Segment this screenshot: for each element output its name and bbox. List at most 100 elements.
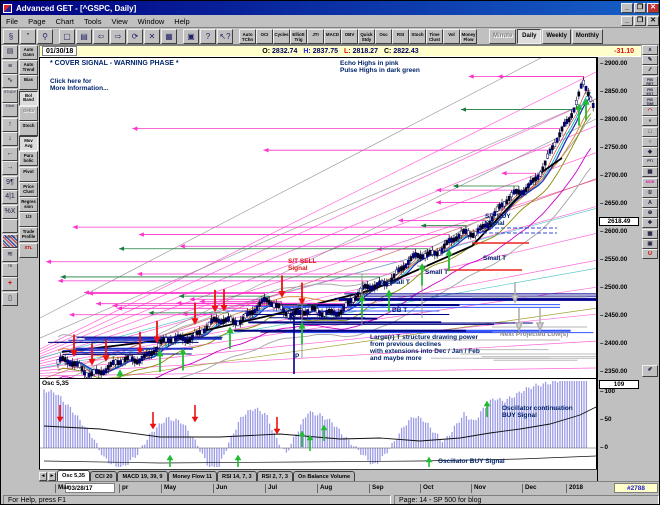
- axis-date-box[interactable]: 03/28/17: [65, 483, 115, 493]
- ellipse-tool[interactable]: ○: [642, 136, 658, 147]
- pencil-tool[interactable]: ✎: [642, 55, 658, 66]
- blank-tool[interactable]: [2, 219, 18, 233]
- sidebar-study-para-bolic[interactable]: Para bolic: [19, 151, 38, 167]
- period-button-minute[interactable]: Minute: [489, 28, 517, 44]
- period-button-weekly[interactable]: Weekly: [542, 28, 571, 44]
- text-tool[interactable]: A: [642, 198, 658, 208]
- sidebar-study-regres-sion[interactable]: Regres sion: [19, 197, 38, 212]
- brush-tool[interactable]: ✐: [642, 365, 658, 377]
- mdi-close-button[interactable]: ✕: [647, 16, 659, 26]
- sidebar-study-trade-profile[interactable]: Trade Profile: [19, 227, 38, 243]
- day-one-tool[interactable]: ①: [642, 187, 658, 198]
- study-button-elliott[interactable]: Elliott Trig: [290, 28, 307, 44]
- mob-tool[interactable]: MOB: [642, 177, 658, 188]
- arrow-down-tool[interactable]: ↓: [2, 132, 18, 146]
- zoom-tool[interactable]: ⚲: [37, 28, 53, 44]
- zoom-in-tool[interactable]: ⊕: [642, 208, 658, 219]
- oscillator-panel[interactable]: Osc 5,35 Oscillator continuation BUY Sign…: [39, 379, 597, 469]
- menu-view[interactable]: View: [111, 16, 128, 26]
- menu-help[interactable]: Help: [174, 16, 190, 26]
- cross-tool[interactable]: +: [2, 277, 18, 291]
- close-button[interactable]: ✕: [647, 3, 659, 13]
- sidebar-study-auto-gann[interactable]: Auto Gann: [19, 45, 38, 60]
- menu-page[interactable]: Page: [28, 16, 46, 26]
- ratio-tool[interactable]: 4|1: [2, 190, 18, 204]
- tab-osc-5-35[interactable]: Osc 5,35: [57, 470, 91, 481]
- sidebar-study-price-clust[interactable]: Price Clust: [19, 181, 38, 197]
- open-chart[interactable]: ▤: [76, 28, 92, 44]
- study-button-stoch[interactable]: Stoch: [409, 28, 426, 44]
- new-chart[interactable]: ▢: [59, 28, 75, 44]
- scroll-up[interactable]: ∧: [642, 45, 658, 55]
- menu-chart[interactable]: Chart: [55, 16, 74, 26]
- mdi-restore-button[interactable]: ❐: [634, 16, 646, 26]
- study-button-oci[interactable]: OCI: [256, 28, 273, 44]
- close-chart[interactable]: ✕: [144, 28, 160, 44]
- pitchfork-tool[interactable]: «: [642, 116, 658, 127]
- tile-windows[interactable]: ▦: [161, 28, 177, 44]
- tab-rsi-2-7-3[interactable]: RSI 2, 7, 3: [256, 471, 294, 481]
- snap-grid-tool[interactable]: ▩: [642, 228, 658, 239]
- prev-chart[interactable]: ⇦: [93, 28, 109, 44]
- lines-tool[interactable]: LINES: [2, 233, 18, 248]
- study-tool[interactable]: STUDY: [2, 88, 18, 103]
- study-button-cycles[interactable]: Cycles: [273, 28, 290, 44]
- fib-extension-tool[interactable]: FIB EXT: [642, 85, 658, 96]
- menu-window[interactable]: Window: [137, 16, 165, 26]
- open-folder[interactable]: ▤: [2, 45, 18, 59]
- sidebar-study-bol-band[interactable]: Bol Band: [19, 90, 38, 106]
- sidebar-study-pivot[interactable]: Pivot: [19, 166, 38, 182]
- arrow-right-tool[interactable]: →: [2, 161, 18, 175]
- study-button-macd[interactable]: MACD: [324, 28, 341, 44]
- study-button-obv[interactable]: OBV: [341, 28, 358, 44]
- gann-arc-tool[interactable]: ◠: [642, 106, 658, 117]
- next-chart[interactable]: ⇨: [110, 28, 126, 44]
- study-button-time[interactable]: Time Clust: [426, 28, 443, 44]
- click-info-link[interactable]: Click here for More Information...: [50, 78, 109, 92]
- rotate-chart[interactable]: ⟳: [127, 28, 143, 44]
- grid-tool[interactable]: ▦: [642, 167, 658, 178]
- study-button-auto[interactable]: Auto TChn: [239, 28, 256, 44]
- percent-tool[interactable]: %X: [2, 204, 18, 219]
- pti-tool[interactable]: PTI: [642, 157, 658, 168]
- sidebar-study-auto-trend[interactable]: Auto Trend: [19, 60, 38, 76]
- pointer-tool[interactable]: §: [3, 28, 19, 44]
- fib-time-tool[interactable]: FIB TME: [642, 96, 658, 106]
- study-button-vol[interactable]: Vol: [443, 28, 460, 44]
- sidebar-study-delta[interactable]: Delta: [19, 105, 38, 121]
- fib-retracement-tool[interactable]: FIB RET: [642, 75, 658, 86]
- study-button-jti[interactable]: JTI: [307, 28, 324, 44]
- period-button-daily[interactable]: Daily: [517, 28, 542, 44]
- sidebar-study-stoch[interactable]: Stoch: [19, 121, 38, 136]
- copy-tool[interactable]: ▣: [642, 238, 658, 249]
- elliott-tool[interactable]: Elliott: [2, 103, 18, 117]
- arrow-up-tool[interactable]: ↑: [2, 117, 18, 132]
- minimize-button[interactable]: _: [621, 3, 633, 13]
- tab-scroll-right[interactable]: ►: [48, 472, 56, 481]
- tab-on-balance-volume[interactable]: On Balance Volume: [293, 471, 356, 481]
- sidebar-study-mov-avg[interactable]: Mov Avg: [19, 136, 38, 152]
- mdi-minimize-button[interactable]: _: [621, 16, 633, 26]
- arrow-left-tool[interactable]: ←: [2, 146, 18, 161]
- maximize-button[interactable]: ❐: [634, 3, 646, 13]
- study-button-rsi[interactable]: RSI: [392, 28, 409, 44]
- study-button-money[interactable]: Money Flow: [460, 28, 477, 44]
- diamond-tool[interactable]: ◆: [642, 147, 658, 157]
- tab-macd-19-39-9[interactable]: MACD 19, 39, 9: [117, 471, 168, 481]
- cycles-tool[interactable]: ∿: [2, 74, 18, 88]
- price-chart-area[interactable]: * COVER SIGNAL - WARNING PHASE * Click he…: [39, 57, 597, 379]
- print[interactable]: ▣: [183, 28, 199, 44]
- tab-rsi-14-7-3[interactable]: RSI 14, 7, 3: [217, 471, 257, 481]
- sidebar-study-xtl[interactable]: XTL: [19, 242, 38, 258]
- menu-tools[interactable]: Tools: [83, 16, 102, 26]
- context-help[interactable]: ↖?: [217, 28, 233, 44]
- box-tool[interactable]: □: [642, 126, 658, 137]
- period-button-monthly[interactable]: Monthly: [571, 28, 603, 44]
- wave-count-tool[interactable]: 9¶: [2, 175, 18, 190]
- help[interactable]: ?: [200, 28, 216, 44]
- update-tool[interactable]: U: [642, 249, 658, 259]
- study-button-osc[interactable]: Osc: [375, 28, 392, 44]
- tab-cci-20[interactable]: CCI 20: [90, 471, 118, 481]
- menu-file[interactable]: File: [6, 16, 19, 26]
- lock-tool[interactable]: ▯: [2, 291, 18, 306]
